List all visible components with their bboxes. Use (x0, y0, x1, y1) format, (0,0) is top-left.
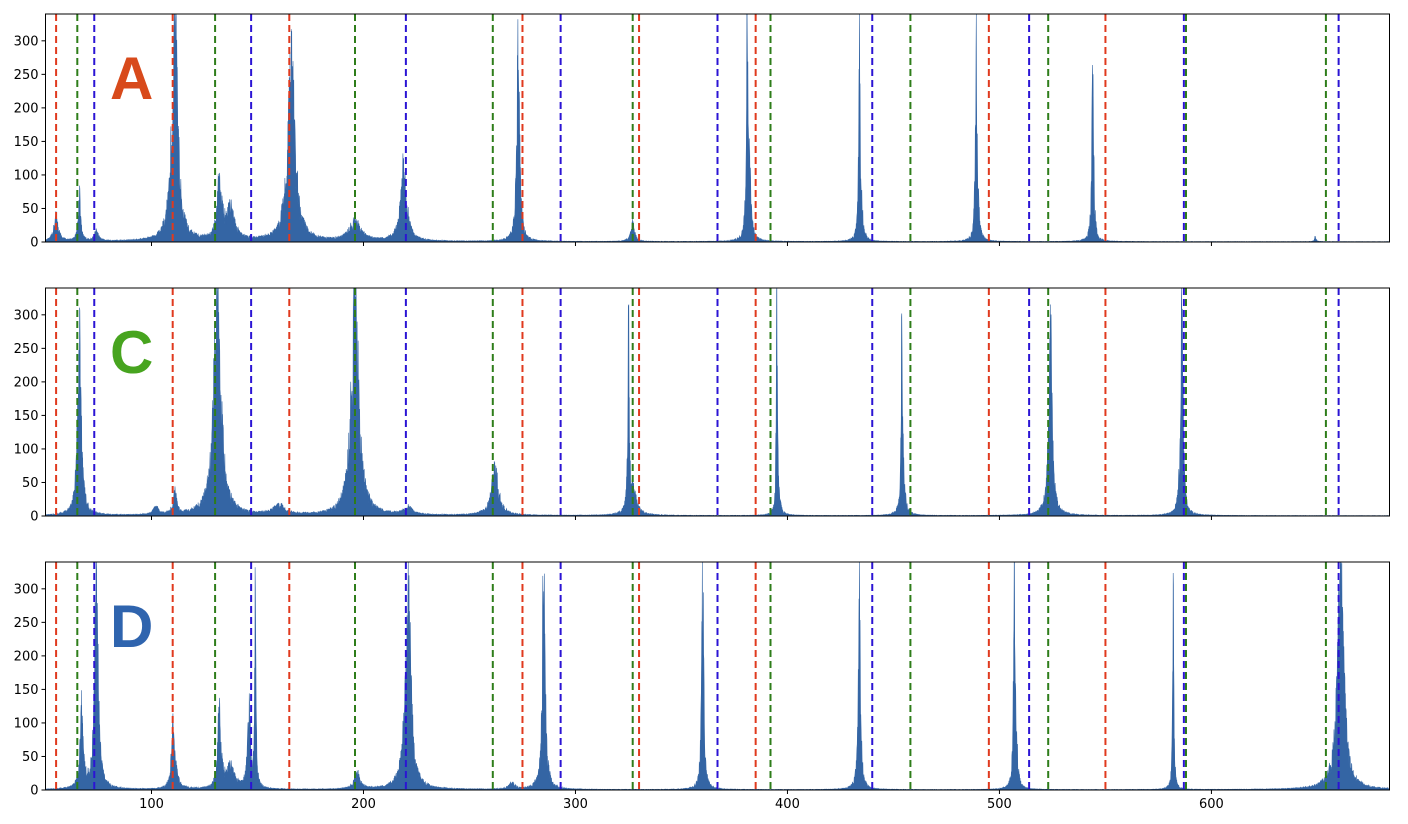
y-tick-label: 0 (30, 510, 38, 525)
histogram-panel-a: 0 50 100 150 200 250 300 A (14, 13, 1390, 251)
y-tick-label: 200 (14, 649, 39, 664)
y-tick-label: 300 (14, 308, 39, 323)
y-tick-label: 250 (14, 342, 39, 357)
y-tick-label: 150 (14, 409, 39, 424)
panel-label-d: D (110, 593, 153, 660)
panel-plot-area (45, 14, 1390, 242)
y-tick-label: 200 (14, 375, 39, 390)
histogram-panel-d: 0 50 100 150 200 250 300 100 200 300 400 500 600 D (14, 561, 1390, 812)
y-tick-label: 250 (14, 68, 39, 83)
y-tick-label: 200 (14, 101, 39, 116)
panel-frame (45, 561, 1390, 791)
y-tick-label: 0 (30, 236, 38, 251)
y-tick-label: 100 (14, 442, 39, 457)
y-tick-label: 250 (14, 616, 39, 631)
panel-label-a: A (110, 45, 153, 112)
x-tick-label: 200 (351, 797, 376, 812)
x-tick-label: 600 (1199, 797, 1224, 812)
histogram-panel-c: 0 50 100 150 200 250 300 C (14, 287, 1390, 525)
y-tick-label: 50 (22, 750, 39, 765)
x-tick-label: 300 (563, 797, 588, 812)
panel-label-c: C (110, 319, 153, 386)
panel-plot-area (45, 288, 1390, 516)
y-tick-label: 50 (22, 202, 39, 217)
panel-plot-area (45, 562, 1390, 790)
panel-frame (45, 287, 1390, 517)
y-tick-label: 300 (14, 34, 39, 49)
y-tick-label: 300 (14, 582, 39, 597)
y-tick-label: 0 (30, 784, 38, 799)
x-tick-label: 400 (775, 797, 800, 812)
y-tick-label: 100 (14, 168, 39, 183)
y-tick-label: 50 (22, 476, 39, 491)
x-tick-label: 500 (987, 797, 1012, 812)
panel-frame (45, 13, 1390, 243)
y-tick-label: 100 (14, 716, 39, 731)
x-tick-label: 100 (139, 797, 164, 812)
y-tick-label: 150 (14, 135, 39, 150)
y-tick-label: 150 (14, 683, 39, 698)
